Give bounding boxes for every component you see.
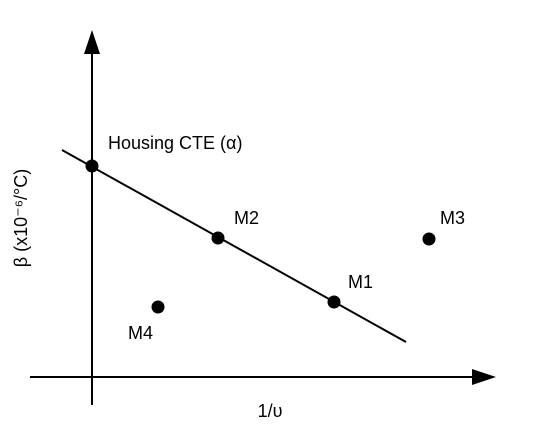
point bbox=[85, 159, 99, 173]
y-axis-label: β (x10⁻⁶/°C) bbox=[11, 169, 31, 267]
x-axis-label: 1/υ bbox=[258, 401, 283, 421]
x-axis-arrow bbox=[472, 369, 496, 385]
point-label: M2 bbox=[234, 208, 259, 228]
trend-line bbox=[61, 149, 407, 343]
point bbox=[327, 295, 341, 309]
point-label: M3 bbox=[440, 208, 465, 228]
point bbox=[211, 231, 225, 245]
point-label: M1 bbox=[348, 272, 373, 292]
point bbox=[422, 232, 436, 246]
point-label: Housing CTE (α) bbox=[108, 133, 242, 153]
y-axis-arrow bbox=[84, 30, 100, 54]
point bbox=[151, 300, 165, 314]
point-label: M4 bbox=[128, 323, 153, 343]
